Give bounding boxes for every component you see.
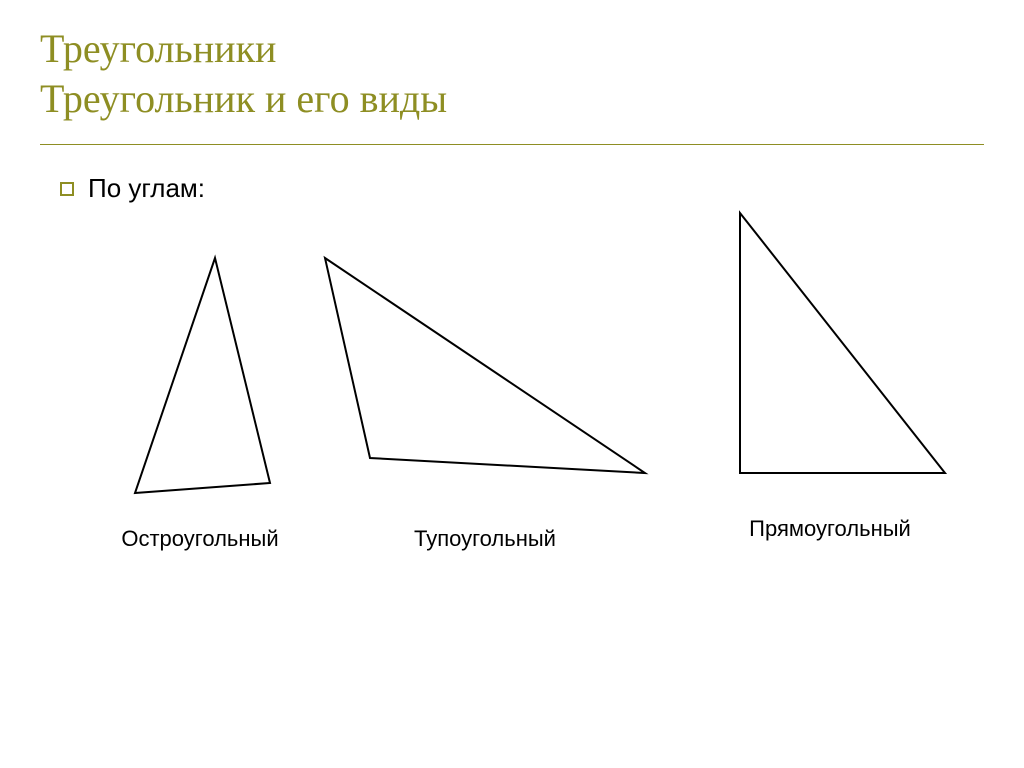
title-line-2: Треугольник и его виды: [40, 74, 984, 124]
triangle-right-icon: [700, 208, 960, 498]
caption-right: Прямоугольный: [700, 516, 960, 542]
figure-acute: Остроугольный: [100, 248, 300, 552]
triangle-obtuse-icon: [315, 248, 655, 508]
figures-area: Остроугольный Тупоугольный Прямоугольный: [60, 228, 964, 588]
slide-body: По углам: Остроугольный Тупоугольный Прямо…: [0, 145, 1024, 588]
slide: Треугольники Треугольник и его виды По у…: [0, 0, 1024, 768]
title-line-1: Треугольники: [40, 24, 984, 74]
bullet-item: По углам:: [60, 173, 964, 204]
bullet-square-icon: [60, 182, 74, 196]
figure-right: Прямоугольный: [700, 208, 960, 542]
figure-obtuse: Тупоугольный: [315, 248, 655, 552]
slide-title: Треугольники Треугольник и его виды: [0, 0, 1024, 132]
caption-acute: Остроугольный: [100, 526, 300, 552]
bullet-text: По углам:: [88, 173, 205, 204]
caption-obtuse: Тупоугольный: [315, 526, 655, 552]
triangle-acute-icon: [100, 248, 300, 508]
